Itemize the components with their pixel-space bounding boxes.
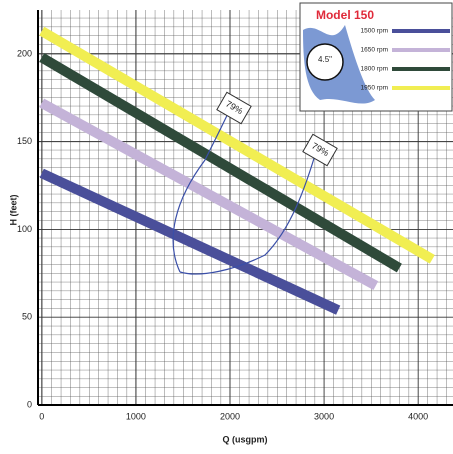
x-axis-label: Q (usgpm) <box>223 434 268 444</box>
x-tick-label: 0 <box>39 411 44 421</box>
annotation-box <box>216 91 252 125</box>
legend-title: Model 150 <box>316 8 374 22</box>
y-tick-label: 100 <box>17 224 32 234</box>
series-line <box>39 26 435 264</box>
impeller-circle <box>306 43 344 81</box>
x-tick-label: 3000 <box>314 411 334 421</box>
legend-label: 1800 rpm <box>361 66 388 73</box>
x-tick-label: 4000 <box>408 411 428 421</box>
impeller-label: 4.5" <box>318 55 332 64</box>
legend-label: 1650 rpm <box>361 47 388 54</box>
y-tick-label: 0 <box>27 399 32 409</box>
x-tick-label: 1000 <box>126 411 146 421</box>
y-tick-label: 150 <box>17 136 32 146</box>
series-line <box>39 98 379 291</box>
y-tick-label: 200 <box>17 48 32 58</box>
x-tick-label: 2000 <box>220 411 240 421</box>
y-axis-label: H (feet) <box>8 194 18 225</box>
legend-label: 1500 rpm <box>361 28 388 35</box>
legend: Model 150 4.5" <box>299 2 453 112</box>
y-tick-label: 50 <box>22 312 32 322</box>
efficiency-contour <box>172 104 319 275</box>
series-line <box>39 53 402 273</box>
annotation-box <box>302 133 338 167</box>
legend-label: 1950 rpm <box>361 85 388 92</box>
series-line <box>39 168 341 315</box>
